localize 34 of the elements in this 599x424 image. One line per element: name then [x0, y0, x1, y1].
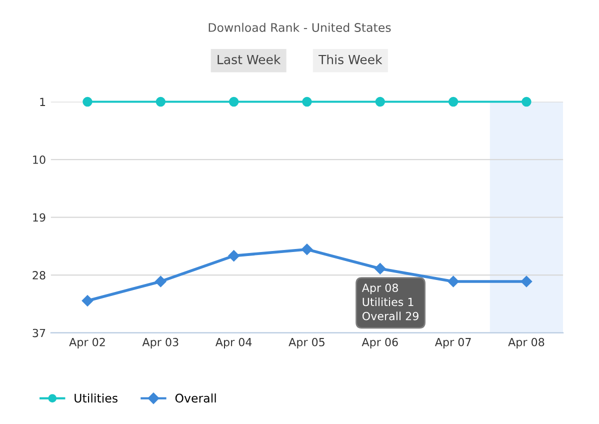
legend-label: Utilities [74, 393, 118, 403]
x-tick-label: Apr 02 [69, 338, 105, 348]
y-tick-label: 10 [33, 156, 46, 164]
point [522, 96, 532, 107]
x-tick-label: Apr 03 [142, 338, 178, 348]
point [448, 276, 459, 288]
x-tick-label: Apr 08 [508, 338, 544, 348]
x-tick-label: Apr 07 [434, 338, 471, 348]
point [448, 96, 458, 107]
y-tick-label: 19 [33, 213, 46, 222]
point [520, 276, 532, 288]
point [375, 96, 386, 107]
point [228, 96, 239, 107]
annotation: Apr 08 [362, 284, 398, 294]
annotation: Utilities 1 [362, 298, 414, 306]
point [374, 263, 386, 274]
point [82, 295, 94, 306]
x-tick-label: Apr 05 [288, 338, 324, 348]
point [228, 250, 240, 262]
point [301, 244, 313, 255]
y-tick-label: 37 [32, 328, 46, 338]
x-tick-label: Apr 06 [362, 338, 398, 348]
point [302, 96, 312, 107]
text: This Week [318, 54, 382, 64]
x-tick-label: Apr 04 [215, 338, 252, 348]
point [156, 96, 166, 107]
annotation: Overall 29 [362, 312, 418, 320]
y-tick-label: 1 [40, 98, 46, 106]
chart-title: Download Rank - United States [208, 22, 391, 32]
text: Last Week [218, 54, 281, 64]
point [155, 276, 166, 288]
y-tick-label: 28 [32, 271, 46, 280]
legend-label: Overall [175, 393, 216, 403]
point [82, 96, 92, 107]
